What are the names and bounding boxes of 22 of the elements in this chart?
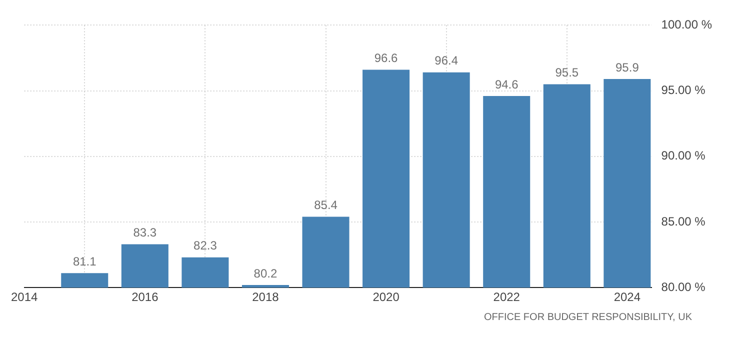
y-tick-label: 85.00 % <box>661 214 706 228</box>
x-tick-label: 2022 <box>493 290 520 304</box>
y-tick-label: 100.00 % <box>661 18 712 32</box>
text: OFFICE FOR BUDGET RESPONSIBILITY, UK <box>482 312 693 323</box>
data-label: 95.5 <box>555 66 579 80</box>
data-label: 94.6 <box>494 77 519 92</box>
data-label: 85.4 <box>314 198 338 212</box>
x-tick-label: 2016 <box>132 290 159 304</box>
data-label: 83.3 <box>133 226 157 240</box>
x-tick-label: 2024 <box>614 290 641 304</box>
y-tick-label: 90.00 % <box>661 148 706 163</box>
data-label: 80.2 <box>254 266 278 280</box>
data-label: 81.1 <box>72 254 97 268</box>
y-tick-label: 95.00 % <box>661 83 706 98</box>
x-tick-label: 2014 <box>10 290 38 304</box>
data-label: 96.4 <box>434 54 458 68</box>
y-tick-label: 80.00 % <box>661 280 706 294</box>
data-label: 82.3 <box>194 238 218 253</box>
data-label: 96.6 <box>374 51 398 66</box>
x-tick-label: 2018 <box>252 290 280 304</box>
x-tick-label: 2020 <box>372 290 400 304</box>
data-label: 95.9 <box>616 60 640 74</box>
